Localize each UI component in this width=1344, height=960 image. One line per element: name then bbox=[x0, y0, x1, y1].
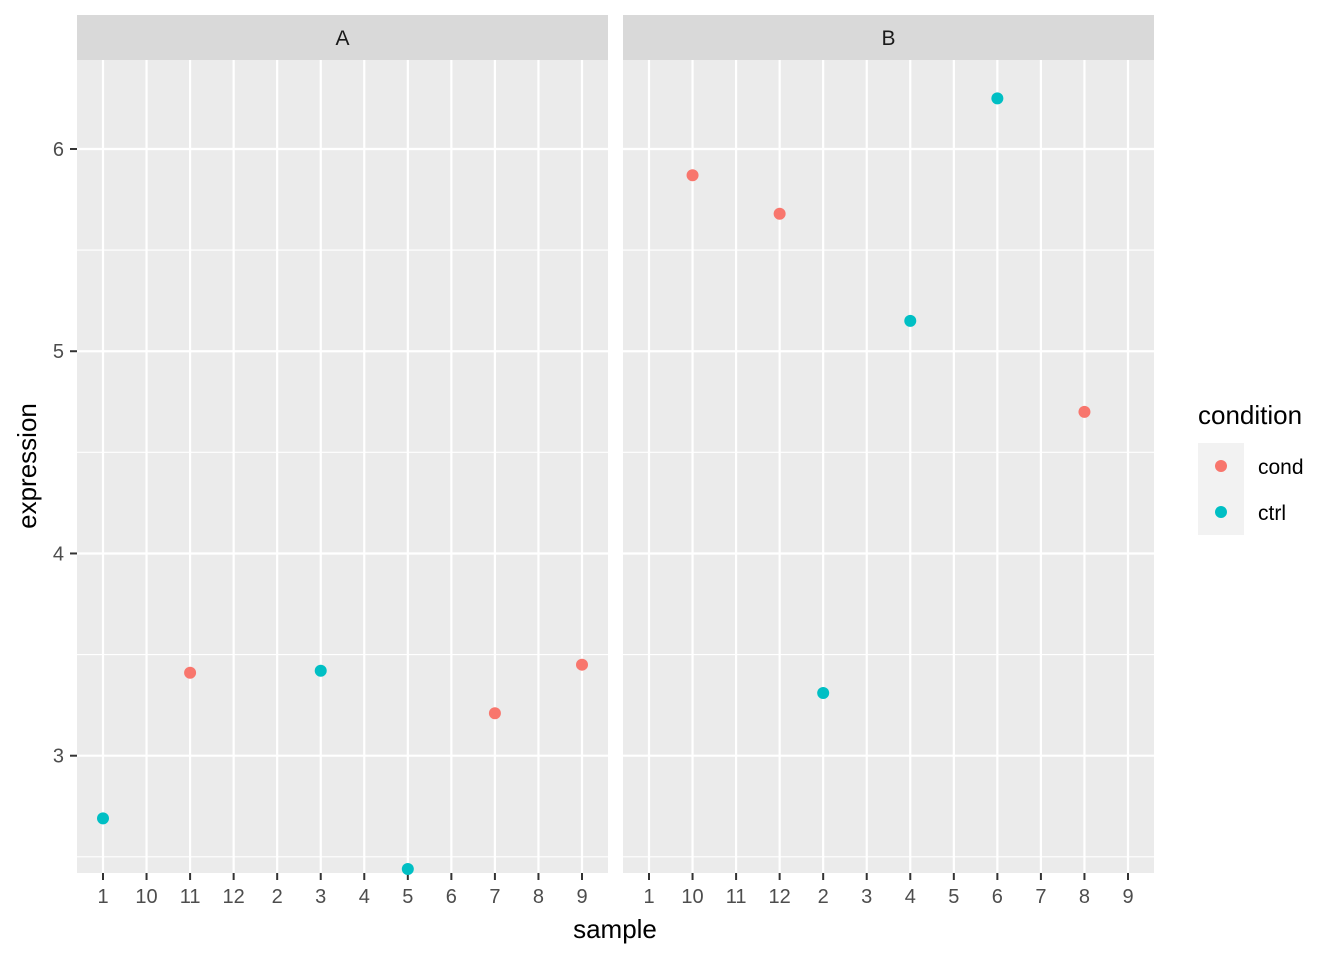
y-tick-label: 3 bbox=[53, 746, 64, 768]
data-point-cond bbox=[576, 658, 588, 671]
x-tick-label: 1 bbox=[643, 886, 654, 908]
legend-label: cond bbox=[1258, 456, 1304, 479]
x-tick-label: 10 bbox=[681, 886, 703, 908]
facet-strip bbox=[623, 15, 1154, 60]
x-tick-label: 4 bbox=[359, 886, 370, 908]
x-tick-label: 9 bbox=[1122, 886, 1133, 908]
legend-entry-ctrl: ctrl bbox=[1198, 489, 1286, 535]
data-point-cond bbox=[773, 207, 786, 220]
data-point-ctrl bbox=[314, 664, 327, 677]
x-tick-label: 11 bbox=[726, 886, 747, 908]
legend-label: ctrl bbox=[1258, 502, 1286, 525]
data-point-ctrl bbox=[401, 862, 414, 875]
legend-title: condition bbox=[1198, 400, 1302, 430]
x-tick-label: 3 bbox=[861, 886, 872, 908]
facet-strip-label: A bbox=[335, 27, 349, 50]
y-tick-label: 6 bbox=[53, 139, 64, 161]
legend: condition cond ctrl bbox=[1198, 400, 1304, 535]
x-tick-label: 7 bbox=[489, 886, 500, 908]
panel-background bbox=[623, 60, 1154, 873]
x-tick-label: 8 bbox=[533, 886, 544, 908]
legend-entry-cond: cond bbox=[1198, 443, 1304, 489]
x-tick-label: 2 bbox=[818, 886, 829, 908]
legend-key-point bbox=[1215, 460, 1227, 472]
x-axis-title: sample bbox=[573, 914, 657, 944]
x-tick-label: 1 bbox=[97, 886, 108, 908]
data-point-cond bbox=[184, 666, 197, 679]
x-tick-label: 6 bbox=[992, 886, 1003, 908]
data-point-cond bbox=[488, 707, 501, 720]
legend-key-point bbox=[1215, 506, 1227, 518]
data-point-ctrl bbox=[904, 314, 917, 327]
x-tick-label: 8 bbox=[1079, 886, 1090, 908]
x-tick-label: 4 bbox=[905, 886, 916, 908]
panel-background bbox=[77, 60, 608, 873]
x-tick-label: 6 bbox=[446, 886, 457, 908]
facet-strip-label: B bbox=[881, 27, 895, 50]
x-tick-label: 11 bbox=[180, 886, 201, 908]
data-point-ctrl bbox=[817, 687, 830, 700]
y-axis-title: expression bbox=[12, 403, 42, 529]
x-tick-label: 9 bbox=[576, 886, 587, 908]
x-tick-label: 10 bbox=[135, 886, 157, 908]
x-tick-label: 5 bbox=[948, 886, 959, 908]
data-point-ctrl bbox=[991, 92, 1004, 105]
x-tick-label: 12 bbox=[223, 886, 245, 908]
x-tick-label: 3 bbox=[315, 886, 326, 908]
facet-panels: A 1 10 11 12 2 3 4 5 6 7 8 9 B 1 10 11 12 2 3 4 5 6 7 8 9 bbox=[77, 15, 1154, 908]
y-axis: 3 4 5 6 bbox=[53, 139, 77, 768]
data-point-cond bbox=[1078, 405, 1091, 418]
facet-A: A 1 10 11 12 2 3 4 5 6 7 8 9 bbox=[77, 15, 608, 908]
data-point-ctrl bbox=[97, 812, 109, 825]
data-point-cond bbox=[686, 169, 699, 182]
facet-strip bbox=[77, 15, 608, 60]
facet-B: B 1 10 11 12 2 3 4 5 6 7 8 9 bbox=[623, 15, 1154, 908]
y-tick-label: 4 bbox=[53, 543, 64, 565]
y-tick-label: 5 bbox=[53, 341, 64, 363]
x-tick-label: 5 bbox=[402, 886, 413, 908]
x-tick-label: 7 bbox=[1035, 886, 1046, 908]
x-tick-label: 2 bbox=[272, 886, 283, 908]
x-tick-label: 12 bbox=[769, 886, 791, 908]
